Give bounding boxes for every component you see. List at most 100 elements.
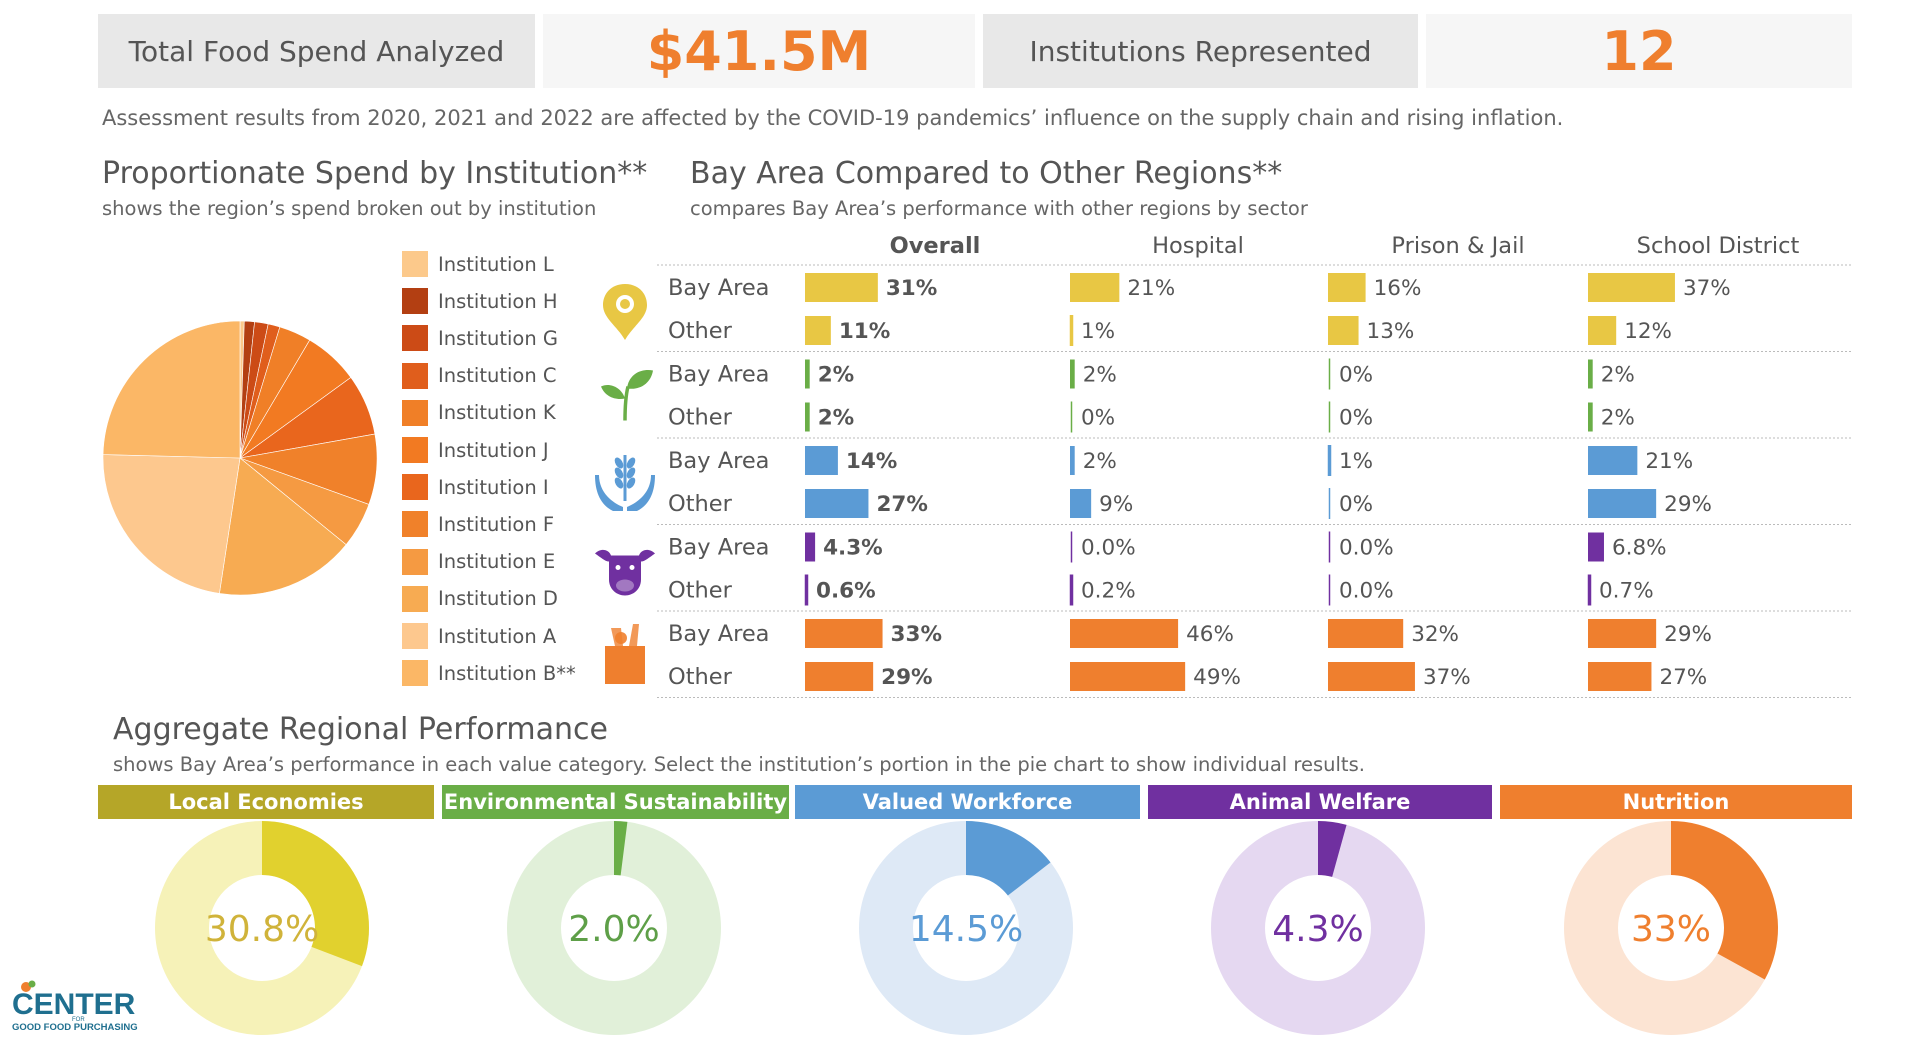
bar-value-label: 13% xyxy=(1367,319,1415,344)
bar-value-label: 29% xyxy=(1664,492,1712,517)
bar xyxy=(1588,619,1657,648)
donut-center-label: 4.3% xyxy=(1272,909,1363,950)
column-header: Overall xyxy=(890,233,981,259)
legend-item[interactable]: Institution L xyxy=(402,250,554,278)
legend-swatch xyxy=(402,437,428,463)
sprout-icon xyxy=(601,370,653,421)
bar-value-label: 37% xyxy=(1683,276,1731,301)
bar xyxy=(805,489,869,518)
bar-value-label: 2% xyxy=(1601,363,1635,388)
bar xyxy=(805,532,816,562)
logo-green-dot xyxy=(28,980,36,988)
bar xyxy=(1070,489,1092,518)
bar-value-label: 2% xyxy=(1601,406,1635,431)
legend-item[interactable]: Institution H xyxy=(402,287,558,315)
legend-item[interactable]: Institution J xyxy=(402,436,549,464)
bar xyxy=(1070,446,1075,475)
pie-slice-institution-a[interactable] xyxy=(102,454,241,594)
bar-value-label: 1% xyxy=(1081,319,1115,344)
bar-value-label: 0% xyxy=(1081,406,1115,431)
legend-label: Institution C xyxy=(438,364,557,388)
bar xyxy=(1588,446,1638,475)
bar-value-label: 2% xyxy=(1083,363,1117,388)
legend-item[interactable]: Institution I xyxy=(402,473,549,501)
legend-label: Institution F xyxy=(438,512,555,536)
legend-swatch xyxy=(402,623,428,649)
row-label: Other xyxy=(668,318,733,344)
legend-swatch xyxy=(402,399,428,426)
legend-item[interactable]: Institution E xyxy=(402,548,555,576)
row-label: Bay Area xyxy=(668,448,769,474)
legend-label: Institution G xyxy=(438,326,558,350)
bar xyxy=(805,446,838,475)
donut-center-label: 33% xyxy=(1631,909,1711,950)
legend-item[interactable]: Institution B** xyxy=(402,659,576,687)
pie-slice-institution-b[interactable] xyxy=(102,320,241,459)
column-header: Prison & Jail xyxy=(1391,233,1524,259)
bar-value-label: 49% xyxy=(1193,665,1241,690)
bar xyxy=(805,619,883,648)
category-band-animal-welfare: Animal Welfare xyxy=(1148,785,1492,819)
bar xyxy=(1070,359,1075,389)
compare-section-title: Bay Area Compared to Other Regions** xyxy=(690,156,1283,191)
bar-value-label: 33% xyxy=(891,622,942,647)
row-label: Other xyxy=(668,578,733,604)
bar-value-label: 0% xyxy=(1339,406,1373,431)
legend-swatch xyxy=(402,251,428,277)
bar-value-label: 11% xyxy=(839,319,890,344)
bar xyxy=(805,273,878,302)
institutions-value: 12 xyxy=(1426,14,1852,88)
hands-wheat-icon xyxy=(595,455,655,511)
legend-item[interactable]: Institution K xyxy=(402,399,556,427)
donut-value-arc xyxy=(966,821,1051,896)
category-band-valued-workforce: Valued Workforce xyxy=(795,785,1140,819)
column-header: Hospital xyxy=(1152,233,1244,259)
pie-section-subtitle: shows the region’s spend broken out by i… xyxy=(102,197,597,220)
pie-slice-institution-d[interactable] xyxy=(219,457,347,596)
bar-value-label: 0.0% xyxy=(1339,536,1394,561)
legend-item[interactable]: Institution F xyxy=(402,510,554,538)
bar-value-label: 29% xyxy=(881,665,932,690)
bar-value-label: 32% xyxy=(1411,622,1459,647)
legend-swatch xyxy=(402,548,428,575)
donut-value-arc xyxy=(262,821,369,967)
legend-item[interactable]: Institution D xyxy=(402,585,558,613)
legend-label: Institution A xyxy=(438,624,557,648)
category-band-nutrition: Nutrition xyxy=(1500,785,1852,819)
donut-center-label: 30.8% xyxy=(205,909,319,950)
total-spend-label: Total Food Spend Analyzed xyxy=(98,14,535,88)
legend-label: Institution I xyxy=(438,475,549,499)
bar-value-label: 37% xyxy=(1423,665,1471,690)
row-label: Bay Area xyxy=(668,621,769,647)
legend-item[interactable]: Institution A xyxy=(402,622,556,650)
institution-pie-chart[interactable] xyxy=(100,318,380,598)
row-label: Other xyxy=(668,664,733,690)
bar xyxy=(1588,662,1652,691)
donut-value-arc xyxy=(1318,821,1347,877)
logo-small: FOR xyxy=(72,1017,85,1023)
legend-item[interactable]: Institution G xyxy=(402,324,558,352)
bar xyxy=(1070,619,1179,648)
bar xyxy=(1588,359,1593,389)
bar xyxy=(1588,489,1657,518)
bar-value-label: 21% xyxy=(1645,449,1693,474)
legend-label: Institution E xyxy=(438,550,556,574)
bar-value-label: 4.3% xyxy=(823,536,883,561)
bar xyxy=(805,359,810,389)
logo-orange-dot xyxy=(21,982,31,992)
bar xyxy=(1328,662,1415,691)
bar xyxy=(1588,532,1604,562)
bar xyxy=(1328,619,1404,648)
bar xyxy=(1588,402,1593,432)
row-label: Other xyxy=(668,491,733,517)
bar-value-label: 27% xyxy=(1659,665,1707,690)
institutions-label: Institutions Represented xyxy=(983,14,1418,88)
bar-value-label: 16% xyxy=(1374,276,1422,301)
bar-value-label: 0.6% xyxy=(816,579,876,604)
legend-item[interactable]: Institution C xyxy=(402,362,557,390)
legend-label: Institution K xyxy=(438,401,556,425)
legend-swatch xyxy=(402,660,428,687)
bar-value-label: 0% xyxy=(1339,492,1373,517)
legend-swatch xyxy=(402,585,428,612)
local-economies-pin-icon xyxy=(603,284,647,340)
